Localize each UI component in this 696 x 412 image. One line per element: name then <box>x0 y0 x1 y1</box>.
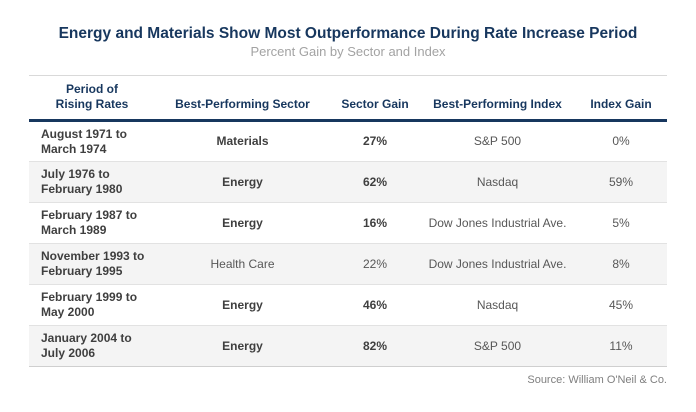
cell-index-gain: 59% <box>575 161 667 203</box>
cell-index: S&P 500 <box>420 120 575 162</box>
cell-sector: Energy <box>155 284 330 326</box>
cell-index-gain: 8% <box>575 243 667 285</box>
column-header-index-gain: Index Gain <box>575 75 667 122</box>
cell-index: Dow Jones Industrial Ave. <box>420 243 575 285</box>
cell-sector-gain: 27% <box>330 120 420 162</box>
figure-subtitle: Percent Gain by Sector and Index <box>250 44 446 59</box>
cell-index: Nasdaq <box>420 284 575 326</box>
figure-title: Energy and Materials Show Most Outperfor… <box>58 25 638 42</box>
sector-performance-table: Period of Rising Rates Best-Performing S… <box>29 75 667 367</box>
table-row: August 1971 to March 1974 Materials 27% … <box>29 120 667 162</box>
cell-period: February 1987 to March 1989 <box>29 202 155 244</box>
cell-index-gain: 45% <box>575 284 667 326</box>
cell-index-gain: 11% <box>575 325 667 367</box>
cell-index-gain: 5% <box>575 202 667 244</box>
cell-index-gain: 0% <box>575 120 667 162</box>
table-row: February 1987 to March 1989 Energy 16% D… <box>29 202 667 244</box>
table-row: February 1999 to May 2000 Energy 46% Nas… <box>29 284 667 326</box>
table-body: August 1971 to March 1974 Materials 27% … <box>29 120 667 367</box>
column-header-index: Best-Performing Index <box>420 75 575 122</box>
cell-index: S&P 500 <box>420 325 575 367</box>
cell-sector-gain: 82% <box>330 325 420 367</box>
cell-sector-gain: 16% <box>330 202 420 244</box>
cell-sector-gain: 62% <box>330 161 420 203</box>
cell-period: February 1999 to May 2000 <box>29 284 155 326</box>
cell-period: August 1971 to March 1974 <box>29 120 155 162</box>
column-header-period: Period of Rising Rates <box>29 75 155 122</box>
column-header-sector: Best-Performing Sector <box>155 75 330 122</box>
cell-sector-gain: 46% <box>330 284 420 326</box>
cell-index: Nasdaq <box>420 161 575 203</box>
table-row: November 1993 to February 1995 Health Ca… <box>29 243 667 285</box>
cell-sector-gain: 22% <box>330 243 420 285</box>
table-row: July 1976 to February 1980 Energy 62% Na… <box>29 161 667 203</box>
source-attribution: Source: William O'Neil & Co. <box>527 374 667 386</box>
cell-sector: Materials <box>155 120 330 162</box>
cell-sector: Energy <box>155 202 330 244</box>
cell-period: November 1993 to February 1995 <box>29 243 155 285</box>
table-row: January 2004 to July 2006 Energy 82% S&P… <box>29 325 667 367</box>
table-header-row: Period of Rising Rates Best-Performing S… <box>29 75 667 122</box>
cell-period: July 1976 to February 1980 <box>29 161 155 203</box>
cell-sector: Energy <box>155 161 330 203</box>
column-header-sector-gain: Sector Gain <box>330 75 420 122</box>
cell-index: Dow Jones Industrial Ave. <box>420 202 575 244</box>
cell-period: January 2004 to July 2006 <box>29 325 155 367</box>
cell-sector: Health Care <box>155 243 330 285</box>
cell-sector: Energy <box>155 325 330 367</box>
